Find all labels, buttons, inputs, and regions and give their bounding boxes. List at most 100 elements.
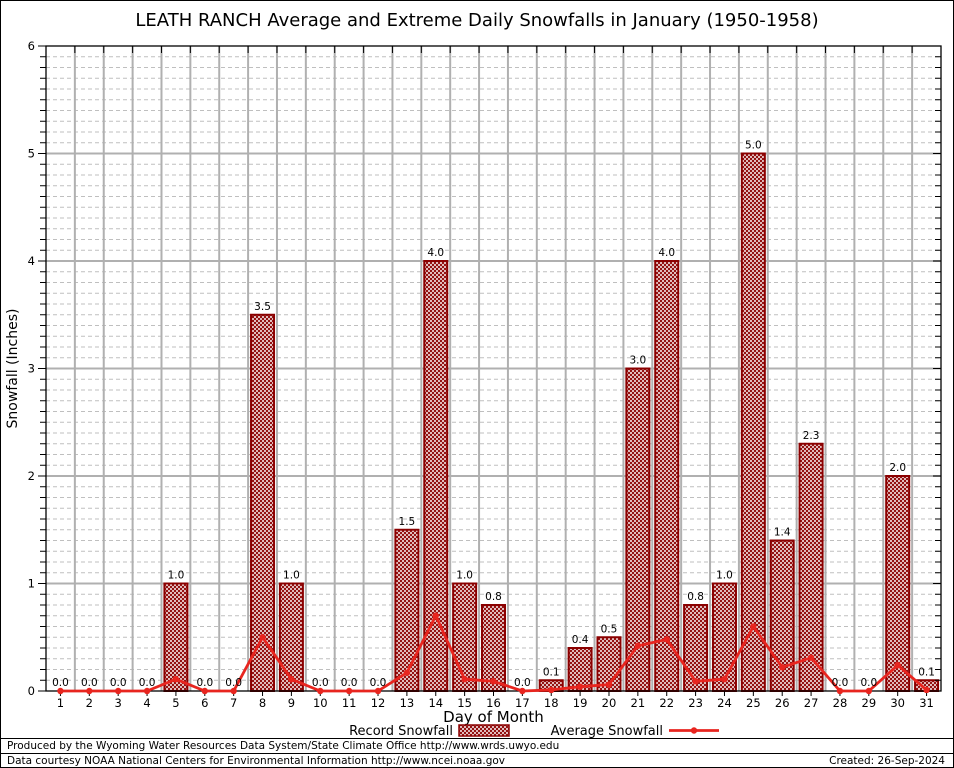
x-tick-label-13: 13 — [400, 696, 415, 710]
avg-marker-day-16 — [490, 678, 497, 685]
y-tick-label-0: 0 — [28, 684, 35, 698]
avg-marker-day-25 — [750, 623, 757, 630]
bar-value-label-day-23: 0.8 — [687, 591, 704, 603]
record-bar-day-22 — [654, 260, 680, 692]
avg-marker-day-11 — [345, 687, 353, 695]
x-tick-label-21: 21 — [631, 696, 646, 710]
x-tick-label-7: 7 — [230, 696, 237, 710]
bar-value-label-day-8: 3.5 — [254, 301, 271, 313]
x-tick-label-14: 14 — [428, 696, 443, 710]
bar-value-label-day-15: 1.0 — [456, 570, 473, 582]
bar-value-label-day-5: 1.0 — [168, 570, 185, 582]
bar-value-label-day-3: 0.0 — [110, 677, 127, 689]
bar-value-label-day-18: 0.1 — [543, 666, 560, 678]
x-tick-label-16: 16 — [486, 696, 501, 710]
avg-marker-day-20 — [605, 681, 613, 688]
bar-value-label-day-26: 1.4 — [774, 527, 791, 539]
x-tick-label-12: 12 — [371, 696, 386, 710]
y-axis-labels: 0 1 2 3 4 5 6 — [28, 39, 35, 698]
bar-value-label-day-31: 0.1 — [918, 666, 935, 678]
y-tick-label-1: 1 — [28, 577, 35, 591]
record-bar-day-9 — [278, 582, 304, 692]
bar-value-label-day-16: 0.8 — [485, 591, 502, 603]
bar-value-label-day-14: 4.0 — [427, 247, 444, 259]
bar-value-label-day-21: 3.0 — [630, 355, 647, 367]
bar-value-label-day-29: 0.0 — [860, 677, 877, 689]
avg-marker-day-26 — [779, 664, 786, 671]
x-tick-label-15: 15 — [457, 696, 472, 710]
y-tick-label-2: 2 — [28, 469, 35, 483]
x-axis-title-text: Day of Month — [443, 708, 544, 726]
x-axis-title: Day of Month — [443, 708, 544, 726]
bar-value-label-day-2: 0.0 — [81, 677, 98, 689]
avg-marker-day-27 — [807, 654, 815, 661]
bar-value-label-day-19: 0.4 — [572, 634, 589, 646]
x-tick-label-24: 24 — [717, 696, 732, 710]
bar-value-label-day-4: 0.0 — [139, 677, 156, 689]
avg-marker-day-30 — [894, 662, 901, 669]
x-tick-label-10: 10 — [313, 696, 328, 710]
x-tick-label-23: 23 — [688, 696, 703, 710]
avg-marker-day-15 — [461, 675, 468, 683]
x-tick-label-28: 28 — [833, 696, 848, 710]
footer-produced-by-text: Produced by the Wyoming Water Resources … — [7, 740, 560, 752]
footer-row-courtesy: Data courtesy NOAA National Centers for … — [1, 753, 953, 767]
avg-marker-day-23 — [692, 678, 699, 685]
bar-value-label-day-27: 2.3 — [803, 430, 820, 442]
x-tick-label-2: 2 — [86, 696, 93, 710]
bar-value-label-day-22: 4.0 — [658, 247, 675, 259]
avg-marker-day-14 — [432, 612, 439, 619]
bar-value-label-day-11: 0.0 — [341, 677, 358, 689]
avg-marker-day-22 — [663, 636, 670, 643]
avg-marker-day-31 — [923, 686, 930, 694]
x-tick-label-4: 4 — [143, 696, 150, 710]
bar-value-label-day-9: 1.0 — [283, 570, 300, 582]
x-tick-label-25: 25 — [746, 696, 761, 710]
bar-value-label-day-20: 0.5 — [601, 623, 618, 635]
avg-marker-day-9 — [288, 675, 295, 683]
y-axis-title: Snowfall (Inches) — [5, 309, 21, 429]
x-grid-day-boundaries — [73, 46, 914, 691]
x-tick-label-17: 17 — [515, 696, 530, 710]
avg-marker-day-10 — [317, 687, 324, 695]
bar-value-label-day-7: 0.0 — [225, 677, 242, 689]
avg-marker-day-17 — [519, 687, 526, 695]
avg-marker-day-6 — [201, 687, 208, 695]
record-bar-day-16 — [481, 604, 506, 692]
chart-title: LEATH RANCH Average and Extreme Daily Sn… — [135, 10, 819, 31]
x-tick-label-29: 29 — [862, 696, 877, 710]
bar-value-label-day-17: 0.0 — [514, 677, 531, 689]
avg-marker-day-1 — [57, 687, 64, 695]
x-tick-label-22: 22 — [659, 696, 674, 710]
x-tick-label-3: 3 — [115, 696, 122, 710]
record-bar-day-13 — [394, 528, 420, 692]
record-bar-day-25 — [740, 152, 766, 692]
avg-marker-day-7 — [230, 687, 237, 695]
bar-value-label-day-13: 1.5 — [399, 516, 416, 528]
avg-marker-day-19 — [576, 683, 584, 690]
bar-value-label-day-30: 2.0 — [889, 462, 906, 474]
x-tick-label-27: 27 — [804, 696, 819, 710]
x-tick-label-31: 31 — [919, 696, 934, 710]
average-snowfall-line — [57, 612, 930, 695]
x-tick-label-5: 5 — [172, 696, 179, 710]
axis-ticks — [38, 45, 941, 696]
x-tick-label-19: 19 — [573, 696, 588, 710]
bar-value-label-day-6: 0.0 — [196, 677, 213, 689]
x-tick-label-26: 26 — [775, 696, 790, 710]
avg-marker-day-21 — [634, 642, 642, 650]
x-tick-label-1: 1 — [57, 696, 64, 710]
y-tick-label-5: 5 — [28, 147, 35, 161]
footer: Produced by the Wyoming Water Resources … — [1, 738, 953, 767]
record-bar-day-27 — [798, 442, 824, 692]
bar-value-label-day-25: 5.0 — [745, 140, 762, 152]
record-bar-day-23 — [683, 604, 709, 692]
footer-row-produced: Produced by the Wyoming Water Resources … — [1, 738, 953, 753]
bar-value-labels: 0.0 0.0 0.0 0.0 1.0 0.0 0.0 3.5 1.0 0.0 0.0 0.0 1.5 4… — [52, 140, 935, 690]
avg-marker-day-18 — [548, 686, 555, 694]
avg-marker-day-8 — [259, 634, 266, 641]
record-bar-day-24 — [711, 582, 737, 692]
avg-marker-day-12 — [374, 687, 382, 695]
